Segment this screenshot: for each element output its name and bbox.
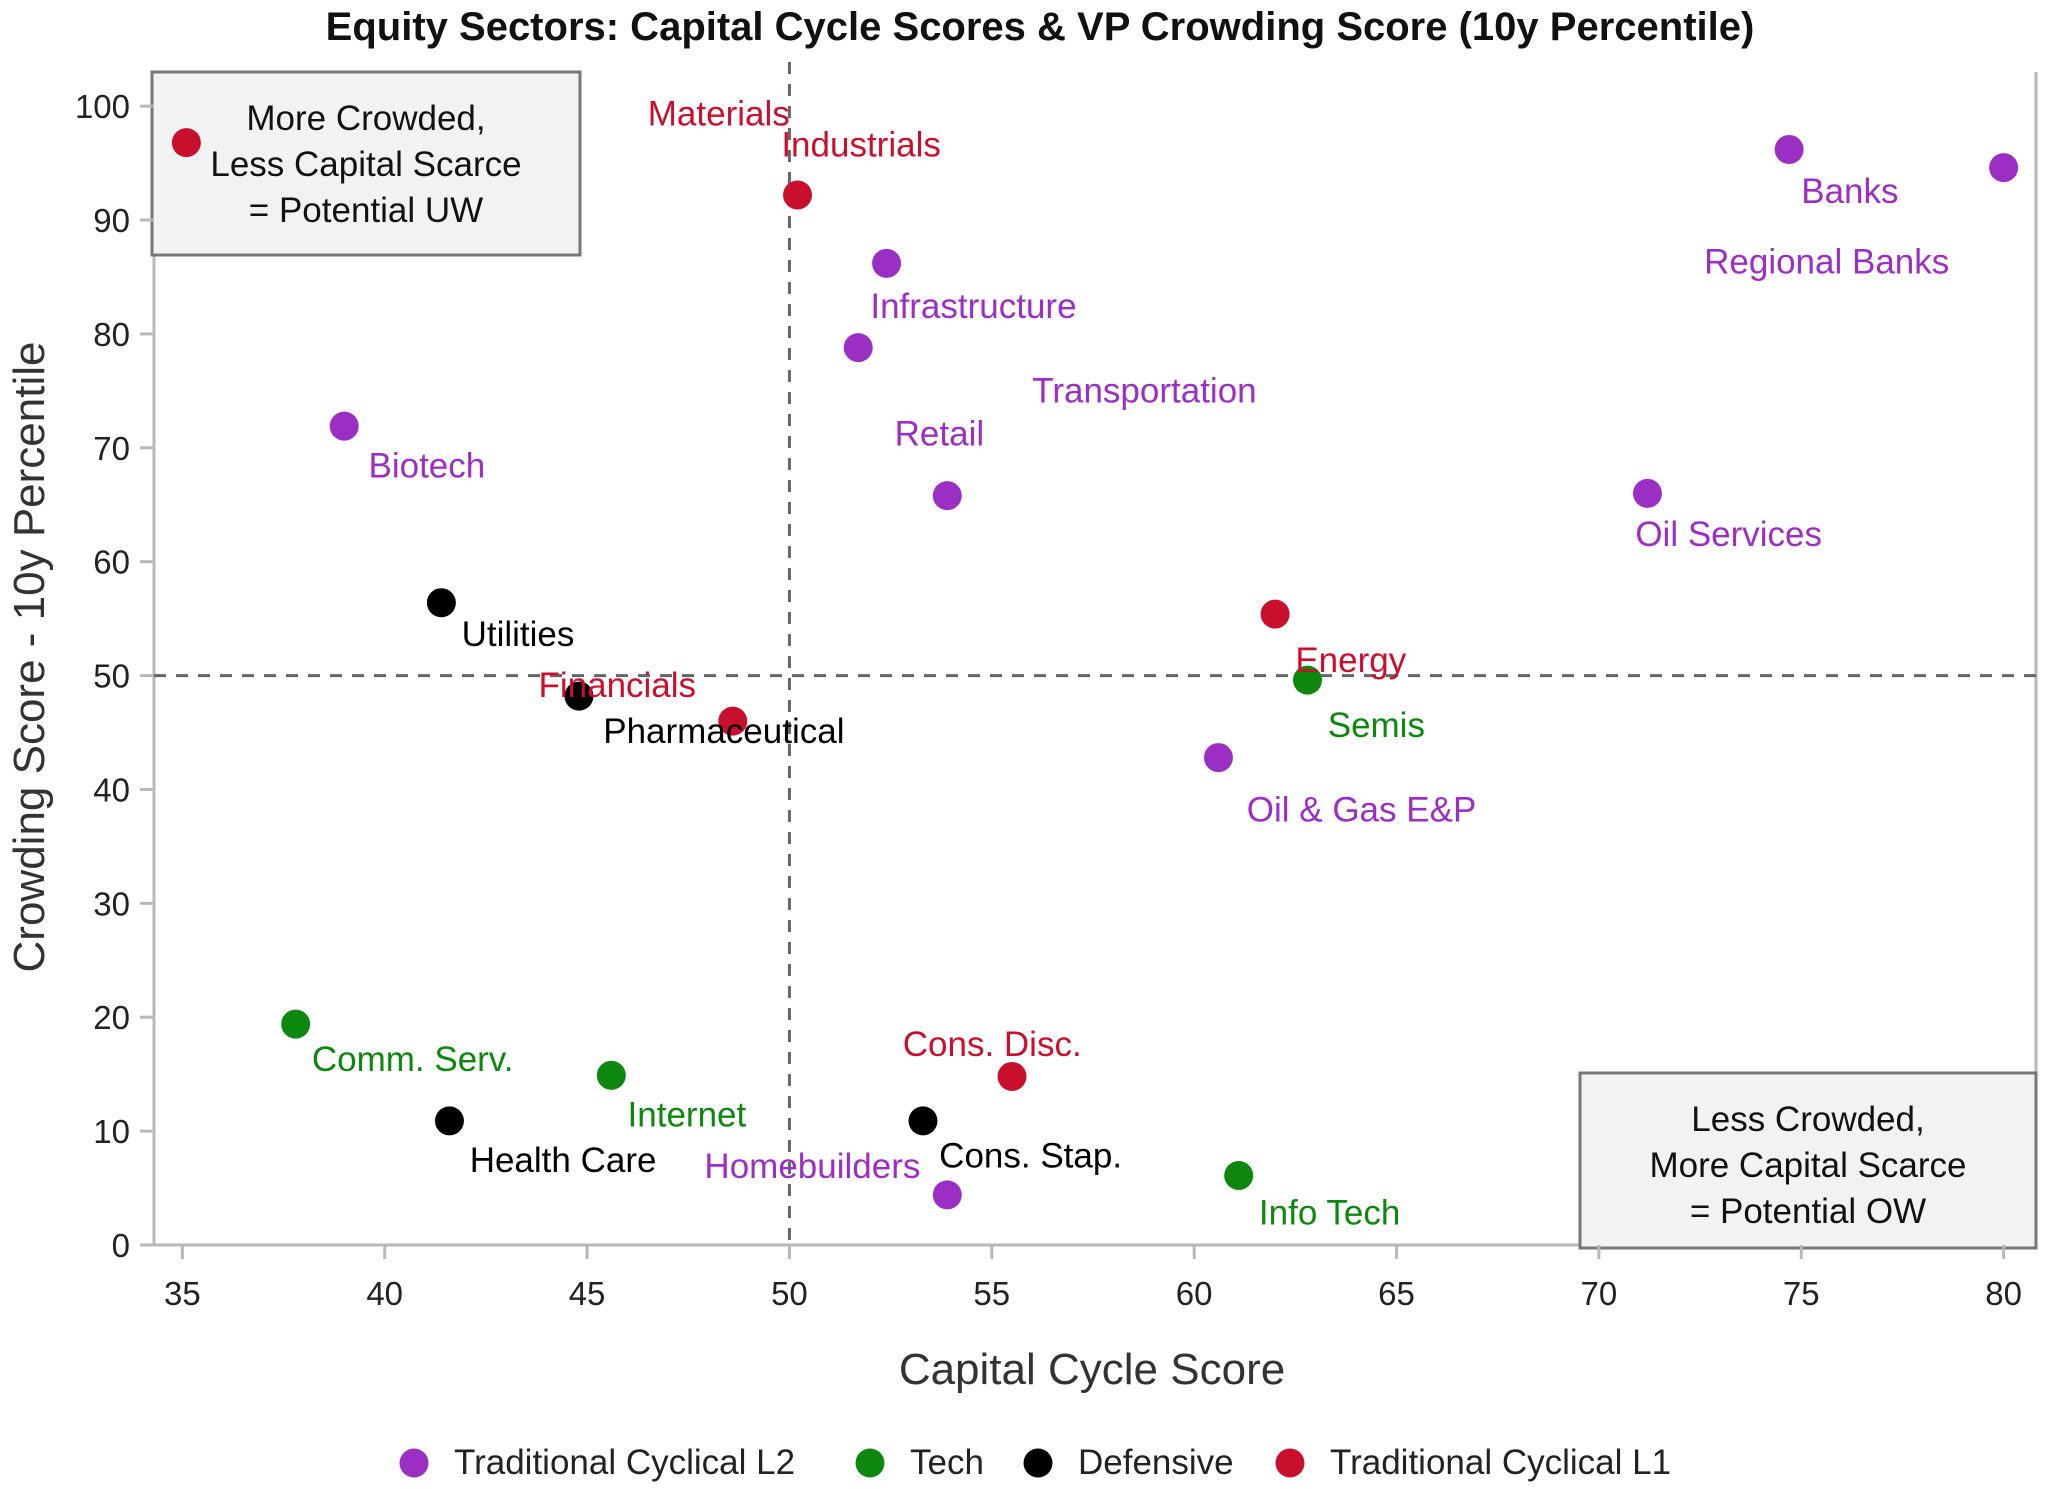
annotation-box-top-left: More Crowded, Less Capital Scarce = Potent… [150, 70, 582, 257]
data-point [997, 1061, 1027, 1091]
annotation-line: Less Crowded, [1691, 1100, 1924, 1139]
data-point [872, 248, 902, 278]
annotations: More Crowded, Less Capital Scarce = Potent… [150, 70, 2038, 1250]
legend-marker [1023, 1448, 1053, 1478]
data-point [434, 1106, 464, 1136]
legend-marker [855, 1448, 885, 1478]
y-tick-label: 30 [93, 885, 130, 922]
point-label: Utilities [462, 615, 575, 654]
legend-item: Traditional Cyclical L2 [399, 1443, 795, 1482]
x-tick-label: 45 [569, 1275, 606, 1312]
data-point [329, 411, 359, 441]
data-point [171, 128, 201, 158]
point-label: Retail [895, 415, 984, 454]
y-tick-label: 90 [93, 202, 130, 239]
x-tick-label: 65 [1378, 1275, 1415, 1312]
y-tick-label: 100 [75, 88, 130, 125]
point-label: Homebuilders [704, 1147, 920, 1186]
y-tick-label: 20 [93, 999, 130, 1036]
x-tick-label: 70 [1581, 1275, 1618, 1312]
point-label: Oil & Gas E&P [1247, 790, 1477, 829]
y-axis-label: Crowding Score - 10y Percentile [5, 342, 54, 973]
data-point [596, 1060, 626, 1090]
legend-label: Defensive [1078, 1443, 1234, 1482]
data-points [171, 128, 2019, 1210]
y-tick-label: 10 [93, 1113, 130, 1150]
x-tick-label: 35 [164, 1275, 201, 1312]
data-point [908, 1106, 938, 1136]
legend-label: Tech [910, 1443, 984, 1482]
legend-item: Defensive [1023, 1443, 1234, 1482]
data-point [932, 481, 962, 511]
y-tick-label: 50 [93, 658, 130, 695]
point-label: Infrastructure [870, 287, 1076, 326]
legend: Traditional Cyclical L2 Tech Defensive Trad… [399, 1443, 1671, 1482]
x-tick-label: 50 [771, 1275, 808, 1312]
point-label: Transportation [1032, 371, 1256, 410]
point-label: Materials [648, 95, 790, 134]
reference-lines [154, 62, 2036, 1245]
y-axis-ticks: 0 10 20 30 40 50 60 70 80 90 100 [75, 88, 154, 1264]
data-point [843, 333, 873, 363]
annotation-box-background [1578, 1071, 2038, 1250]
data-point [564, 681, 594, 711]
legend-label: Traditional Cyclical L2 [454, 1443, 795, 1482]
x-axis-ticks: 35 40 45 50 55 60 65 70 75 80 [164, 1245, 2022, 1312]
annotation-line: More Capital Scarce [1649, 1146, 1966, 1185]
point-label: Financials [538, 666, 696, 705]
point-label: Biotech [369, 446, 486, 485]
annotation-line: = Potential UW [249, 191, 483, 230]
y-tick-label: 70 [93, 430, 130, 467]
data-point [718, 706, 748, 736]
y-tick-label: 60 [93, 544, 130, 581]
point-label: Comm. Serv. [312, 1040, 514, 1079]
point-label: Oil Services [1635, 515, 1822, 554]
y-tick-label: 80 [93, 316, 130, 353]
data-point [281, 1009, 311, 1039]
data-point [1224, 1161, 1254, 1191]
data-point [932, 1180, 962, 1210]
point-label: Energy [1295, 641, 1406, 680]
annotation-line: = Potential OW [1690, 1192, 1926, 1231]
chart-title: Equity Sectors: Capital Cycle Scores & V… [326, 5, 1755, 49]
x-tick-label: 40 [366, 1275, 403, 1312]
point-label: Banks [1801, 172, 1898, 211]
legend-item: Tech [855, 1443, 984, 1482]
data-point [426, 588, 456, 618]
x-tick-label: 80 [1985, 1275, 2022, 1312]
x-tick-label: 75 [1783, 1275, 1820, 1312]
point-label: Industrials [781, 125, 941, 164]
legend-marker [399, 1448, 429, 1478]
x-tick-label: 60 [1176, 1275, 1213, 1312]
annotation-box-bottom-right: Less Crowded, More Capital Scarce = Potent… [1578, 1071, 2038, 1250]
point-label: Pharmaceutical [603, 712, 844, 751]
x-tick-label: 55 [973, 1275, 1010, 1312]
data-point [1203, 743, 1233, 773]
data-point [1774, 134, 1804, 164]
x-axis-label: Capital Cycle Score [899, 1345, 1285, 1394]
point-label: Cons. Disc. [903, 1025, 1082, 1064]
annotation-box-background [150, 70, 582, 257]
data-point [1632, 478, 1662, 508]
annotation-line: Less Capital Scarce [210, 145, 521, 184]
point-label: Internet [628, 1096, 747, 1135]
legend-item: Traditional Cyclical L1 [1275, 1443, 1671, 1482]
data-point [1292, 665, 1322, 695]
data-point [1260, 599, 1290, 629]
point-label: Semis [1328, 706, 1425, 745]
point-label: Regional Banks [1704, 243, 1949, 282]
y-tick-label: 40 [93, 771, 130, 808]
legend-label: Traditional Cyclical L1 [1330, 1443, 1671, 1482]
y-tick-label: 0 [112, 1227, 130, 1264]
point-label: Info Tech [1259, 1194, 1400, 1233]
point-label: Cons. Stap. [939, 1137, 1122, 1176]
legend-marker [1275, 1448, 1305, 1478]
annotation-line: More Crowded, [246, 99, 485, 138]
point-label: Health Care [470, 1141, 657, 1180]
data-point [1989, 153, 2019, 183]
data-point [783, 180, 813, 210]
